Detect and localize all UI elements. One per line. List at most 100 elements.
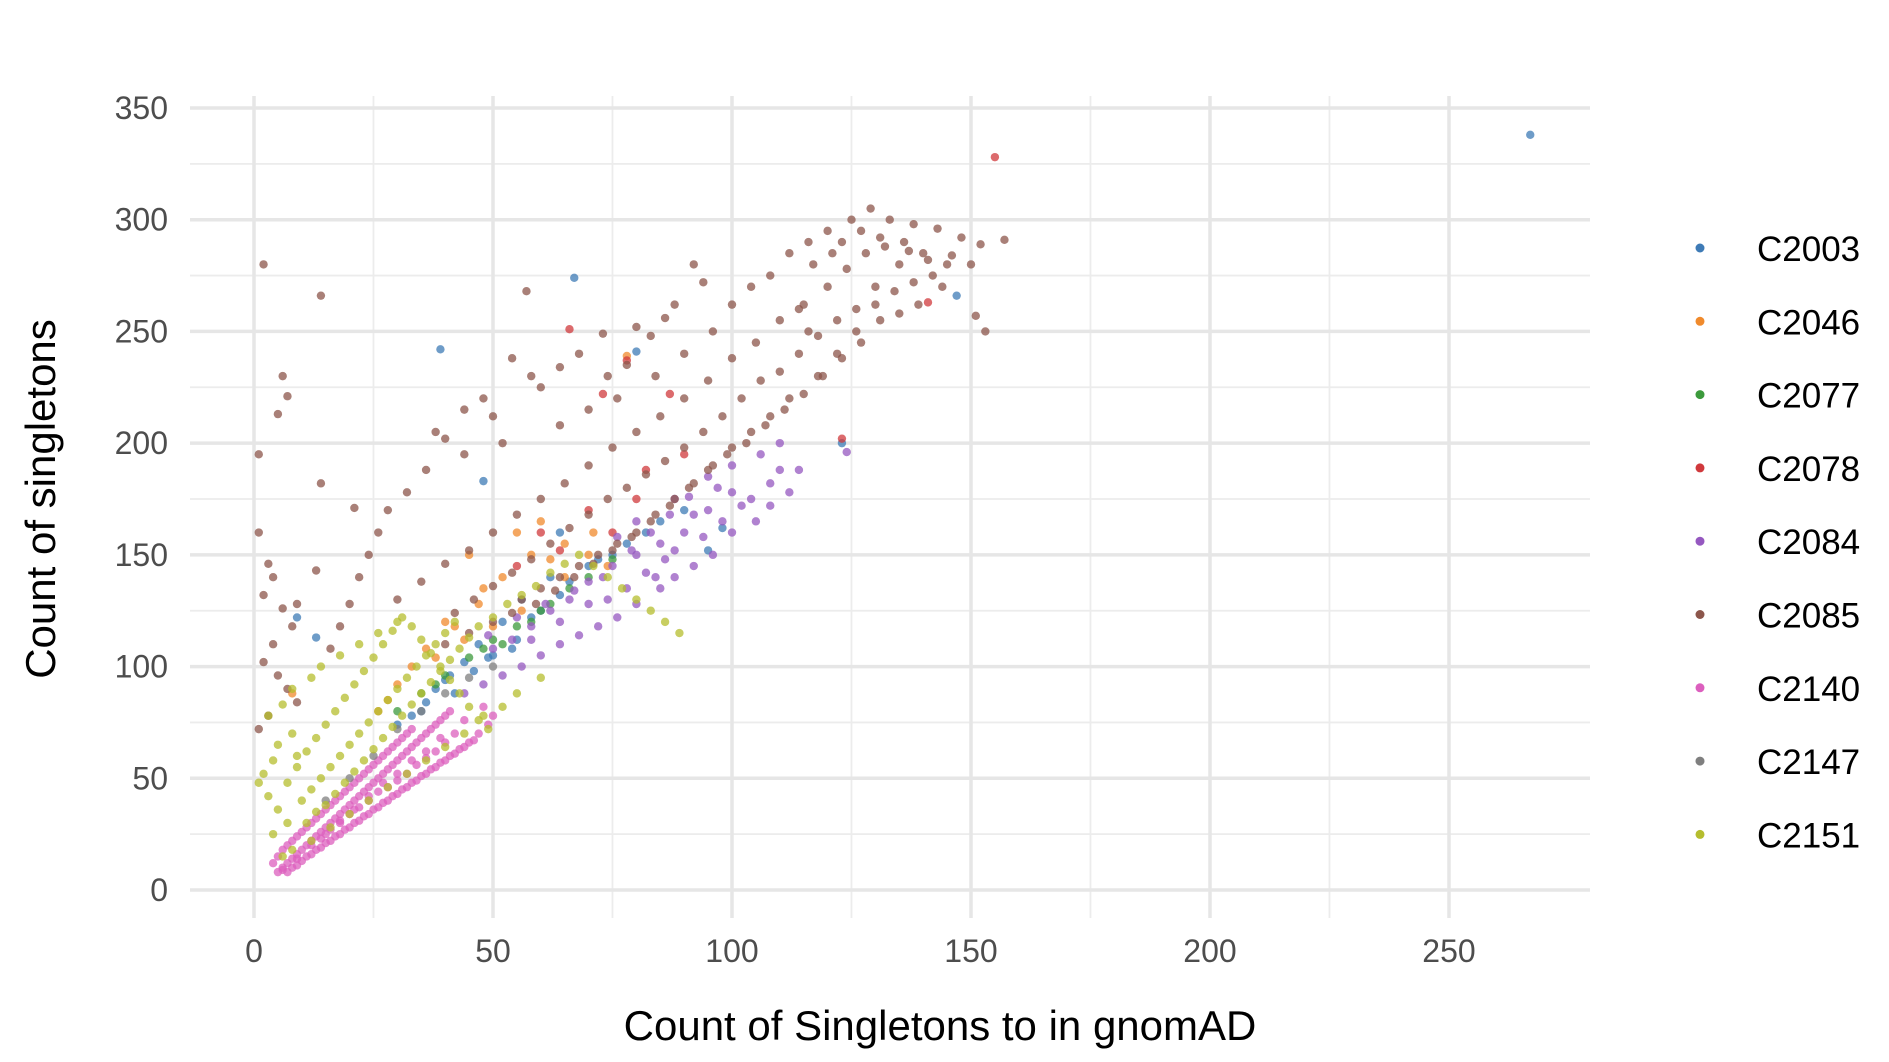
data-point — [842, 264, 851, 274]
data-point — [469, 595, 479, 604]
data-point — [479, 680, 488, 689]
data-point — [804, 237, 813, 247]
data-point — [775, 438, 784, 448]
data-point — [890, 287, 899, 296]
data-point — [871, 300, 880, 309]
data-point — [565, 523, 574, 533]
data-point — [331, 707, 340, 716]
data-point — [488, 581, 498, 591]
data-point — [350, 680, 359, 689]
data-point — [488, 644, 498, 653]
data-point — [259, 590, 268, 600]
data-point — [613, 613, 622, 622]
tick-labels: 0 50 100 150 200 250 0 50 100 150 200 250 300 350 — [115, 90, 1476, 969]
data-point — [350, 503, 359, 513]
legend-item-C2078: C2078 — [1695, 450, 1860, 489]
legend-key — [1695, 390, 1705, 400]
data-point — [608, 555, 617, 564]
x-tick-label: 200 — [1183, 933, 1236, 969]
data-point — [608, 443, 617, 452]
data-point — [584, 550, 593, 560]
data-point — [699, 278, 708, 287]
data-point — [708, 327, 718, 336]
data-point — [397, 785, 407, 794]
data-point — [517, 590, 526, 600]
data-point — [746, 427, 756, 437]
data-point — [536, 606, 545, 615]
data-point — [479, 702, 488, 711]
data-point — [536, 517, 545, 526]
data-point — [383, 695, 393, 705]
data-point — [632, 427, 641, 437]
data-point — [316, 662, 326, 671]
legend-key — [1695, 316, 1705, 326]
data-point — [718, 412, 727, 421]
data-point — [608, 546, 617, 555]
data-point — [345, 809, 354, 819]
data-point — [703, 465, 713, 475]
legend-key — [1695, 683, 1705, 693]
data-point — [651, 573, 660, 582]
data-point — [417, 771, 426, 781]
data-point — [393, 617, 402, 627]
data-point — [417, 707, 426, 716]
data-point — [689, 561, 698, 571]
data-point — [484, 653, 493, 662]
data-point — [646, 528, 655, 537]
data-point — [464, 702, 474, 711]
data-point — [283, 778, 292, 787]
data-point — [737, 394, 746, 403]
data-point — [756, 450, 765, 459]
data-point — [565, 595, 574, 604]
data-point — [751, 338, 761, 347]
data-point — [364, 718, 373, 727]
data-point — [699, 532, 708, 542]
data-point — [627, 546, 636, 555]
data-point — [574, 561, 584, 571]
data-point — [498, 702, 507, 711]
data-point — [445, 675, 455, 685]
data-point — [283, 867, 292, 877]
data-point — [474, 729, 483, 738]
data-point — [718, 517, 727, 526]
data-point — [512, 622, 522, 631]
data-point — [589, 528, 598, 537]
data-point — [441, 742, 450, 752]
data-point — [311, 733, 321, 743]
data-point — [445, 655, 455, 665]
data-point — [359, 666, 369, 676]
data-point — [254, 528, 263, 537]
data-point — [283, 818, 292, 828]
data-point — [646, 331, 655, 341]
data-point — [670, 546, 679, 555]
data-point — [713, 483, 722, 493]
data-point — [775, 367, 784, 376]
data-point — [268, 756, 278, 765]
data-point — [517, 662, 526, 671]
data-point — [445, 707, 455, 716]
data-point — [278, 371, 287, 381]
data-point — [340, 825, 350, 834]
data-point — [374, 528, 383, 537]
data-point — [283, 392, 292, 401]
data-point — [369, 745, 378, 754]
data-point — [254, 450, 263, 459]
data-point — [259, 657, 268, 667]
legend: C2003 C2046 C2077 C2078 C2084 C2085 C2140 C2147… — [1695, 230, 1860, 855]
data-point — [632, 494, 641, 504]
data-point — [402, 673, 412, 682]
data-point — [321, 800, 330, 810]
data-point — [746, 494, 756, 504]
data-point — [426, 678, 436, 687]
data-point — [464, 633, 474, 642]
data-point — [727, 300, 737, 309]
data-point — [656, 584, 665, 593]
data-point — [436, 345, 445, 354]
data-point — [923, 298, 933, 307]
data-point — [680, 505, 689, 515]
data-point — [302, 852, 311, 861]
data-point — [766, 479, 775, 488]
data-point — [680, 528, 689, 537]
data-point — [646, 517, 655, 526]
